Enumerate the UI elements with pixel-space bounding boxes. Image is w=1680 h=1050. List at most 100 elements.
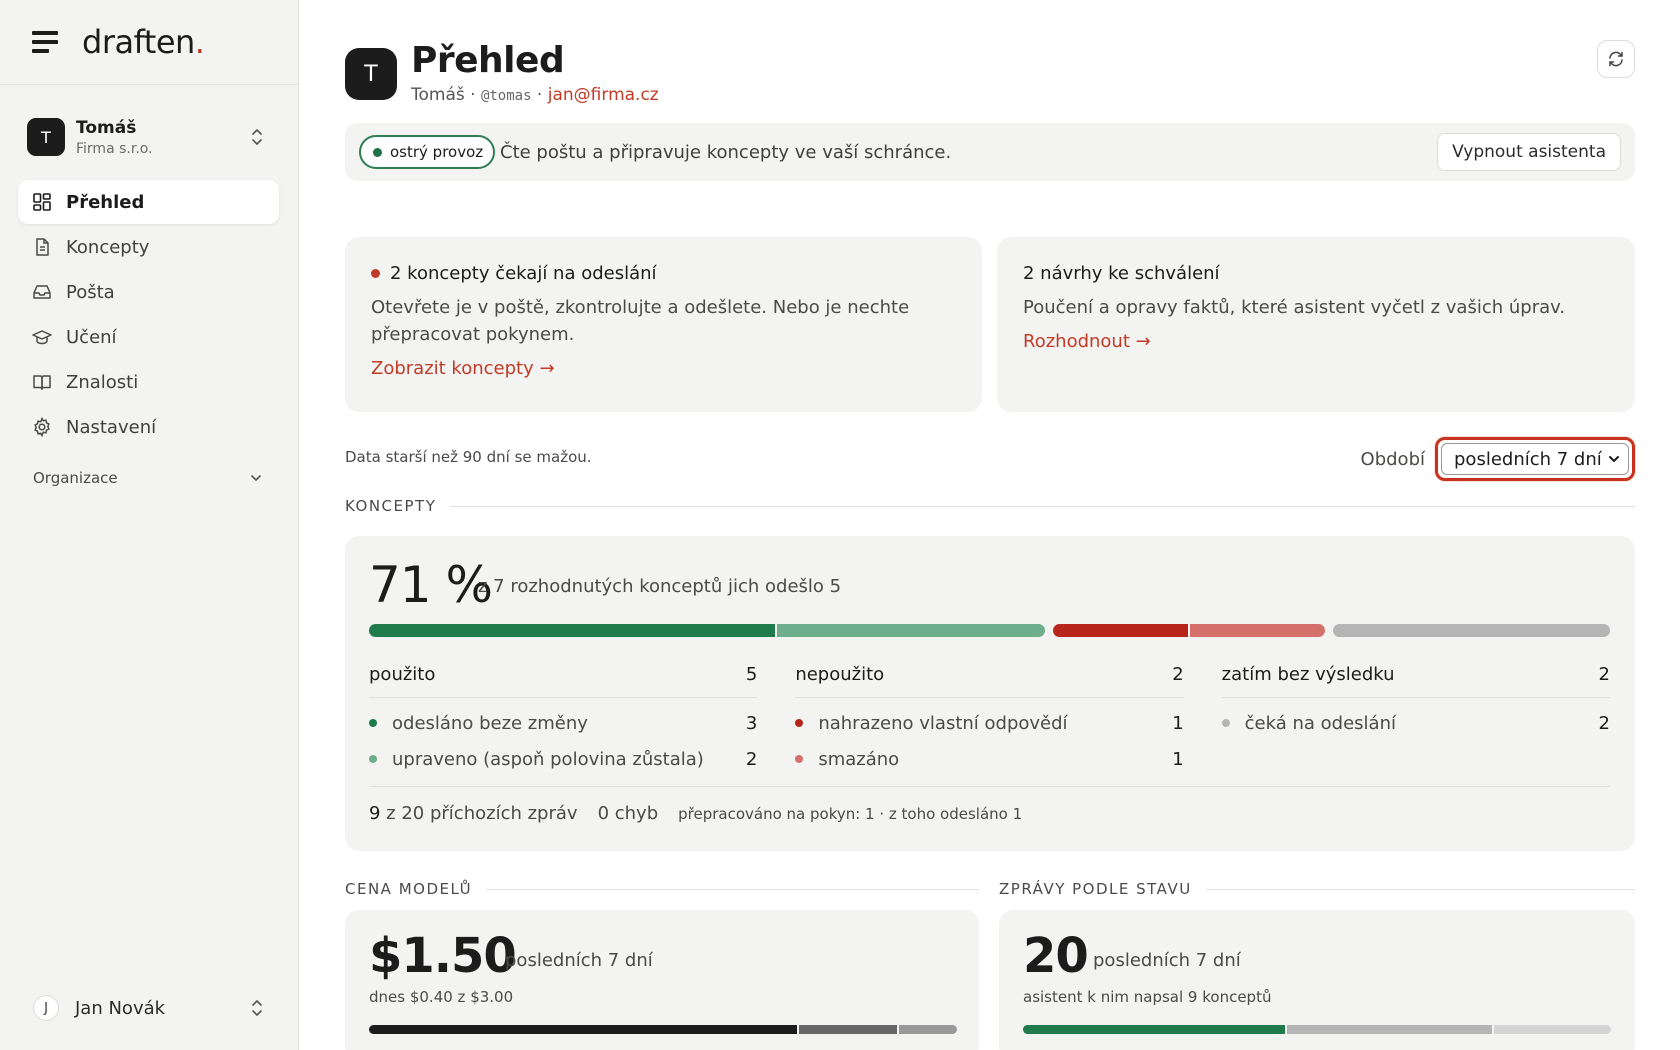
cost-bar-remaining	[899, 1025, 957, 1034]
account-org: Firma s.r.o.	[76, 140, 153, 157]
list-item: upraveno (aspoň polovina zůstala) 2	[369, 748, 757, 770]
organization-label: Organizace	[33, 469, 118, 487]
column-used: použito 5 odesláno beze změny 3 upraveno (…	[369, 656, 758, 770]
profile-handle: @tomas	[480, 88, 532, 104]
sidebar-item-uceni[interactable]: Učení	[18, 315, 279, 359]
cost-bar-today	[799, 1025, 897, 1034]
bar-group-used	[369, 624, 1045, 637]
cost-bar-spent	[369, 1025, 797, 1034]
column-title: zatím bez výsledku	[1221, 664, 1395, 685]
section-title: CENA MODELŮ	[345, 880, 473, 898]
cost-bar	[369, 1025, 957, 1034]
messages-drafts-note: asistent k nim napsal 9 konceptů	[1023, 988, 1272, 1006]
sidebar-nav: Přehled Koncepty Pošta Učení Znalosti Na…	[18, 180, 279, 450]
chevron-updown-icon	[252, 1000, 262, 1016]
chevron-updown-icon	[252, 129, 262, 145]
list-item: čeká na odeslání 2	[1221, 712, 1610, 734]
row-count: 3	[745, 712, 758, 734]
row-count: 2	[745, 748, 758, 770]
show-drafts-link[interactable]: Zobrazit koncepty →	[371, 358, 555, 379]
sidebar-item-label: Přehled	[66, 191, 145, 213]
sidebar-item-label: Koncepty	[66, 236, 150, 258]
sidebar-item-posta[interactable]: Pošta	[18, 270, 279, 314]
sidebar-item-koncepty[interactable]: Koncepty	[18, 225, 279, 269]
legend-dot	[369, 755, 377, 763]
messages-section-heading: ZPRÁVY PODLE STAVU	[999, 880, 1635, 898]
column-title: použito	[369, 664, 436, 685]
dashboard-icon	[33, 193, 51, 211]
account-switcher[interactable]: T Tomáš Firma s.r.o.	[20, 108, 274, 166]
page-title: Přehled	[411, 40, 565, 81]
sidebar-item-znalosti[interactable]: Znalosti	[18, 360, 279, 404]
divider	[486, 888, 979, 890]
main-content: T Přehled Tomáš · @tomas · jan@firma.cz …	[345, 0, 1635, 1050]
page-header: T Přehled Tomáš · @tomas · jan@firma.cz	[345, 40, 1635, 110]
row-label: čeká na odeslání	[1244, 712, 1396, 734]
card-text: Poučení a opravy faktů, které asistent v…	[1023, 297, 1566, 318]
incoming-text: z 20 příchozích zpráv	[380, 803, 578, 824]
bar-segment-deleted	[1190, 624, 1325, 637]
sidebar: draften. T Tomáš Firma s.r.o. Přehled Ko…	[0, 0, 299, 1050]
turn-off-assistant-button[interactable]: Vypnout asistenta	[1437, 133, 1621, 171]
chevron-down-icon	[251, 475, 261, 482]
profile-subline: Tomáš · @tomas · jan@firma.cz	[411, 85, 659, 105]
user-menu[interactable]: J Jan Novák	[20, 988, 274, 1028]
user-name: Jan Novák	[75, 997, 166, 1019]
column-header: zatím bez výsledku 2	[1221, 656, 1610, 698]
concepts-outcome-bar	[369, 624, 1610, 637]
messages-bar-other	[1287, 1025, 1492, 1034]
account-name: Tomáš	[76, 117, 137, 138]
model-cost-card: $1.50 posledních 7 dní dnes $0.40 z $3.0…	[345, 910, 979, 1050]
period-select[interactable]: posledních 7 dní	[1435, 437, 1635, 481]
status-dot	[373, 147, 382, 157]
list-item: smazáno 1	[795, 748, 1184, 770]
bar-segment-sent-unchanged	[369, 624, 775, 637]
status-badge: ostrý provoz	[359, 135, 496, 169]
decide-link[interactable]: Rozhodnout →	[1023, 331, 1151, 352]
divider	[450, 505, 1635, 507]
row-count: 1	[1172, 712, 1184, 734]
row-count: 1	[1172, 748, 1184, 770]
graduation-cap-icon	[32, 330, 52, 345]
messages-bar-drafted	[1023, 1025, 1285, 1034]
profile-email-link[interactable]: jan@firma.cz	[547, 85, 659, 105]
separator: ·	[464, 85, 481, 105]
document-icon	[36, 238, 49, 256]
legend-dot	[369, 719, 377, 727]
bar-segment-edited	[777, 624, 1045, 637]
refresh-icon	[1609, 51, 1623, 67]
sidebar-item-prehled[interactable]: Přehled	[18, 180, 279, 224]
proposals-card: 2 návrhy ke schválení Poučení a opravy f…	[997, 237, 1635, 412]
incoming-count: 9	[369, 803, 381, 824]
refresh-button[interactable]	[1597, 40, 1635, 78]
menu-icon[interactable]	[32, 31, 60, 53]
status-text: Čte poštu a připravuje koncepty ve vaší …	[500, 142, 952, 163]
period-select-box[interactable]: posledních 7 dní	[1441, 443, 1629, 475]
account-avatar: T	[27, 118, 65, 156]
row-count: 2	[1598, 712, 1610, 734]
sidebar-item-label: Nastavení	[66, 416, 157, 438]
chevron-down-icon	[1609, 456, 1619, 463]
bar-segment-replaced	[1053, 624, 1188, 637]
list-item: odesláno beze změny 3	[369, 712, 757, 734]
logo[interactable]: draften.	[82, 23, 205, 61]
model-cost-value: $1.50	[369, 928, 517, 984]
organization-toggle[interactable]: Organizace	[33, 466, 263, 490]
incoming-messages-stat: 9 z 20 příchozích zpráv	[369, 803, 578, 824]
legend-dot	[795, 719, 804, 727]
model-cost-today: dnes $0.40 z $3.00	[369, 988, 514, 1006]
divider	[1205, 888, 1635, 890]
column-unused: nepoužito 2 nahrazeno vlastní odpovědí 1 s…	[795, 656, 1184, 770]
sidebar-item-nastaveni[interactable]: Nastavení	[18, 405, 279, 449]
card-title: 2 návrhy ke schválení	[1023, 263, 1220, 284]
concepts-breakdown: použito 5 odesláno beze změny 3 upraveno (…	[369, 656, 1610, 770]
errors-stat: 0 chyb	[597, 803, 659, 824]
assistant-status-bar: ostrý provoz Čte poštu a připravuje konc…	[345, 123, 1635, 181]
concepts-card: 71 % z 7 rozhodnutých konceptů jich odeš…	[345, 536, 1635, 851]
row-label: upraveno (aspoň polovina zůstala)	[392, 748, 704, 770]
retention-note: Data starší než 90 dní se mažou.	[345, 448, 592, 466]
card-title: 2 koncepty čekají na odeslání	[371, 263, 956, 284]
drafts-waiting-card: 2 koncepty čekají na odeslání Otevřete j…	[345, 237, 982, 412]
period-value: posledních 7 dní	[1454, 448, 1602, 470]
section-title: KONCEPTY	[345, 497, 437, 515]
